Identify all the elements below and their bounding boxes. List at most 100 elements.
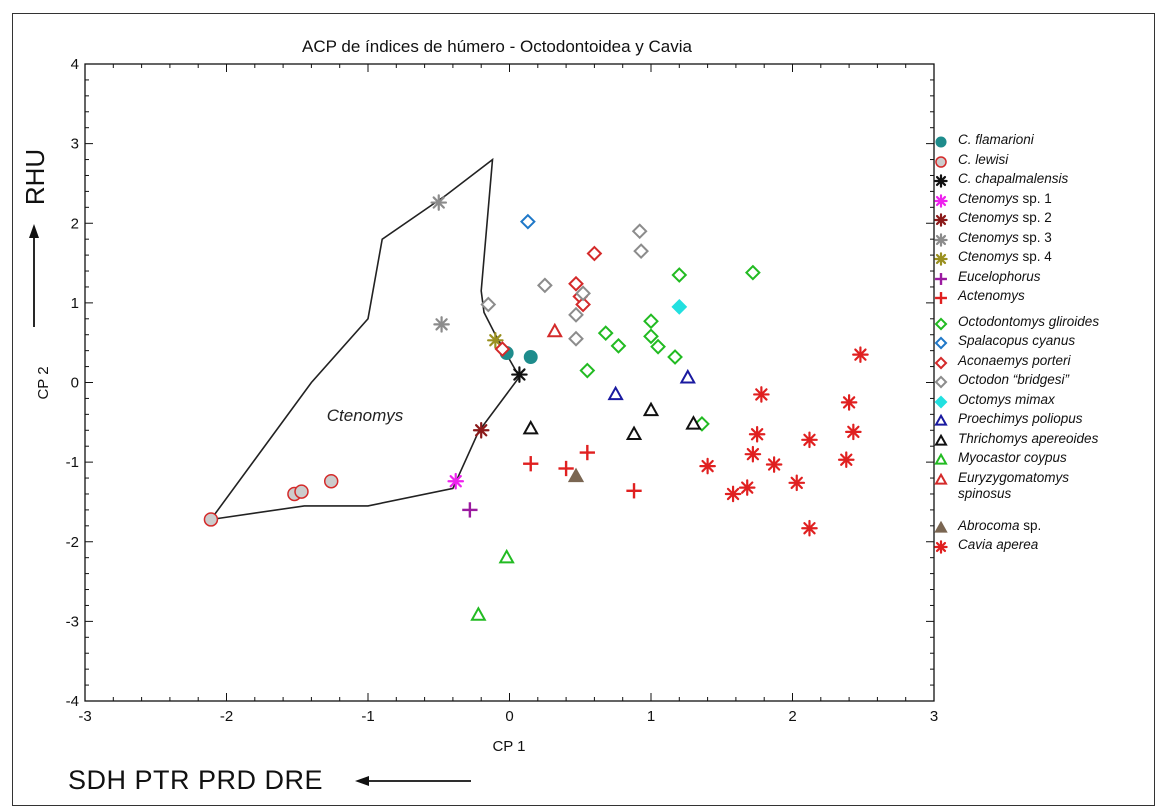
legend-label: Proechimys poliopus xyxy=(958,411,1158,427)
legend-marker xyxy=(935,272,947,285)
data-point xyxy=(433,316,450,333)
legend-label-name: Myocastor coypus xyxy=(958,450,1067,465)
legend-marker xyxy=(934,452,948,465)
y-tick-label: 2 xyxy=(71,215,79,232)
legend-item: Myocastor coypus xyxy=(930,450,1158,468)
legend-item: Proechimys poliopus xyxy=(930,411,1158,429)
data-point xyxy=(744,264,761,281)
legend-marker xyxy=(934,395,948,408)
data-point xyxy=(470,606,487,621)
legend-label-name: Octomys mimax xyxy=(958,391,1055,407)
x-tick-label: 2 xyxy=(788,708,796,725)
plot-area xyxy=(84,63,935,702)
legend-label-name: Actenomys xyxy=(958,288,1025,303)
y-tick-label: 3 xyxy=(71,136,79,153)
legend-label: Ctenomys sp. 1 xyxy=(958,191,1158,207)
legend-label: C. lewisi xyxy=(958,152,1158,168)
figure-frame xyxy=(12,13,1155,806)
data-point xyxy=(487,331,504,349)
legend-item: Abrocoma sp. xyxy=(930,518,1158,536)
data-point xyxy=(801,519,818,537)
data-point xyxy=(633,243,649,260)
data-point xyxy=(597,325,614,342)
data-point xyxy=(579,444,595,461)
data-point xyxy=(520,213,536,230)
rhu-annotation: RHU xyxy=(20,149,50,327)
legend-item: Euryzygomatomys spinosus xyxy=(930,470,1108,501)
legend-item: Ctenomys sp. 2 xyxy=(930,210,1158,228)
data-point xyxy=(671,298,688,315)
legend-label-name: Proechimys poliopus xyxy=(958,411,1083,426)
data-point xyxy=(546,322,563,338)
legend-label: Abrocoma sp. xyxy=(958,518,1158,534)
rhu-label: RHU xyxy=(20,149,50,205)
y-tick-label: -3 xyxy=(66,613,79,630)
data-point xyxy=(625,425,643,440)
data-point xyxy=(671,267,688,283)
x-tick-label: 3 xyxy=(930,708,938,725)
data-point xyxy=(753,386,770,403)
data-point xyxy=(748,425,766,443)
ctenomys-hull-label: Ctenomys xyxy=(327,406,404,425)
y-tick-label: -2 xyxy=(66,534,79,551)
legend-marker xyxy=(934,193,948,208)
data-point xyxy=(724,485,742,503)
legend-label-name: Cavia aperea xyxy=(958,537,1039,552)
legend-label: Octodontomys gliroides xyxy=(958,314,1158,330)
data-point xyxy=(586,245,603,262)
bottom-annotation-label: SDH PTR PRD DRE xyxy=(68,765,324,795)
legend-marker xyxy=(934,213,948,227)
legend-marker xyxy=(934,520,948,533)
legend-marker xyxy=(934,317,948,330)
data-point xyxy=(642,401,660,417)
x-tick-label: -3 xyxy=(78,708,91,725)
data-point xyxy=(852,346,869,363)
legend-item: Octomys mimax xyxy=(930,392,1158,410)
legend-item: C. lewisi xyxy=(930,152,1158,170)
legend-label: Octomys mimax xyxy=(958,392,1158,408)
legend-label: Ctenomys sp. 3 xyxy=(958,230,1158,246)
data-point xyxy=(575,285,591,302)
legend-label-note: sp. 1 xyxy=(1018,190,1052,206)
legend-label-name: C. flamarioni xyxy=(958,132,1034,147)
legend-label-name: Euryzygomatomys spinosus xyxy=(958,469,1070,501)
data-point xyxy=(643,313,659,330)
y-tick-label: 1 xyxy=(71,295,79,312)
legend-item: Thrichomys apereoides xyxy=(930,431,1158,449)
data-point xyxy=(462,502,478,518)
legend-label: Ctenomys sp. 2 xyxy=(958,210,1158,226)
legend-marker xyxy=(934,232,948,247)
legend-label-note: sp. 4 xyxy=(1018,249,1052,264)
legend-item: Aconaemys porteri xyxy=(930,353,1158,371)
data-point xyxy=(699,457,716,475)
data-point xyxy=(568,306,584,323)
legend-label-name: Ctenomys xyxy=(958,229,1019,245)
legend-label: Octodon “bridgesi” xyxy=(958,372,1158,388)
legend-label: Spalacopus cyanus xyxy=(958,333,1158,349)
data-point xyxy=(568,275,584,292)
legend-marker xyxy=(935,292,947,304)
legend-label: Euryzygomatomys spinosus xyxy=(958,470,1108,502)
y-tick-label: -4 xyxy=(66,693,79,710)
data-point xyxy=(523,456,539,472)
x-tick-label: 1 xyxy=(647,708,655,725)
data-point xyxy=(765,456,783,473)
legend-label: Ctenomys sp. 4 xyxy=(958,249,1158,265)
data-point xyxy=(558,460,574,477)
bottom-annotation: SDH PTR PRD DRE xyxy=(68,765,473,796)
data-point xyxy=(472,421,490,439)
legend-label-note: sp. 3 xyxy=(1018,229,1052,245)
legend-label-name: Octodontomys gliroides xyxy=(958,313,1100,329)
data-point xyxy=(643,328,659,345)
data-point xyxy=(203,512,219,527)
chart-title: ACP de índices de húmero - Octodontoidea… xyxy=(302,37,693,56)
data-point xyxy=(567,467,585,483)
legend-label: Thrichomys apereoides xyxy=(958,431,1158,447)
data-point xyxy=(522,419,539,435)
axis-ticks xyxy=(84,63,935,702)
legend-label: C. chapalmalensis xyxy=(958,171,1158,187)
x-axis-label: CP 1 xyxy=(492,738,525,755)
legend-marker xyxy=(934,356,948,369)
legend-marker xyxy=(934,375,948,389)
